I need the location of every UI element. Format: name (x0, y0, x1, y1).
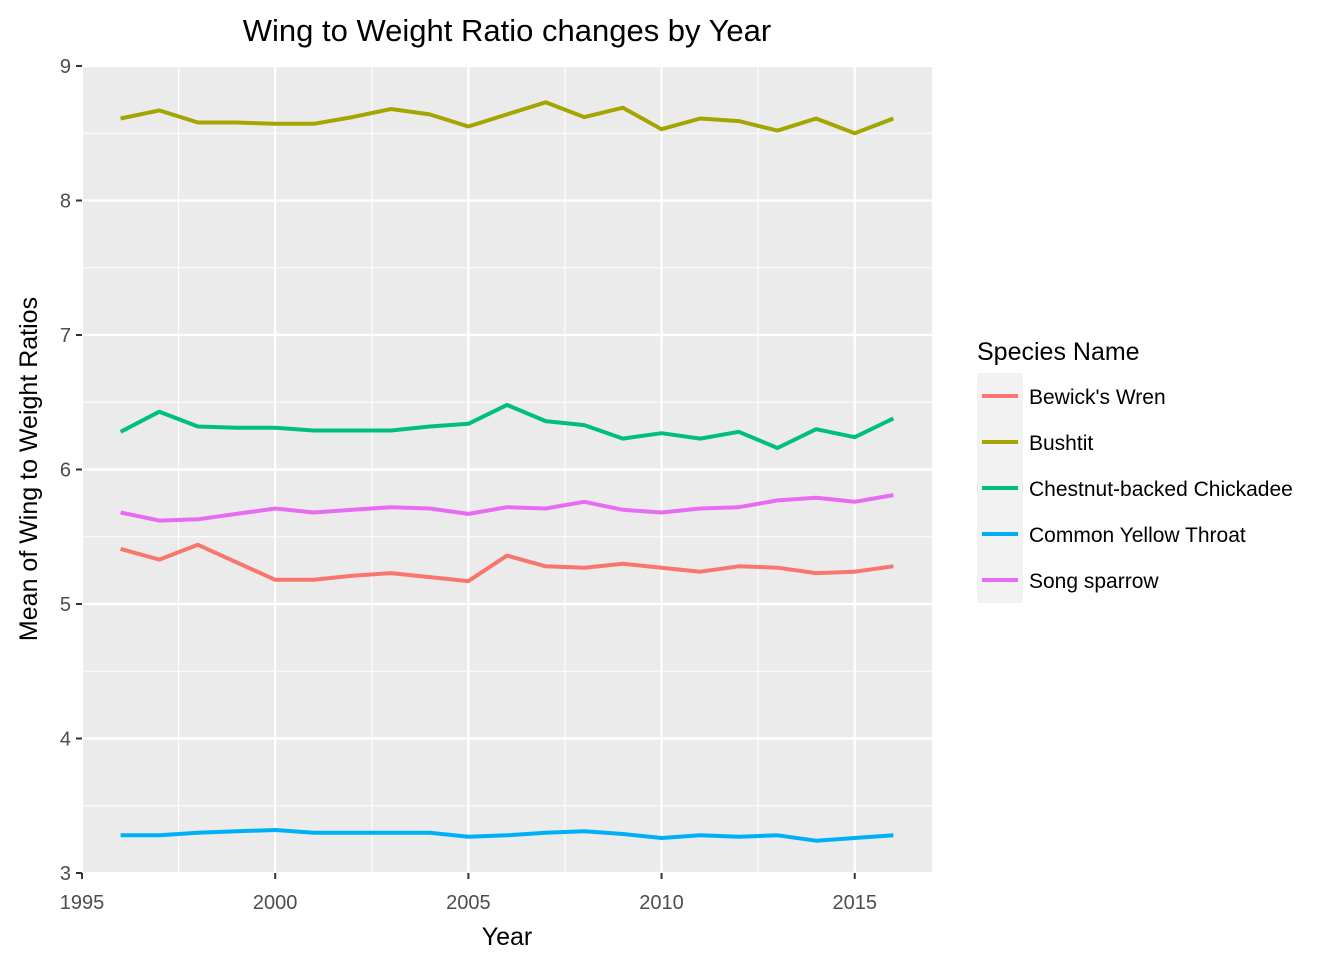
legend: Species Name Bewick's Wren Bushtit Chestnu… (977, 338, 1293, 603)
legend-label-common-yellow-throat: Common Yellow Throat (1029, 524, 1246, 547)
x-tick-labels: 1995 2000 2005 2010 2015 (60, 892, 877, 914)
series-line-song-sparrow (120, 493, 894, 523)
series-line-bushtit (120, 100, 895, 136)
legend-label-chestnut-backed-chickadee: Chestnut-backed Chickadee (1029, 478, 1293, 501)
axis-ticks (76, 65, 856, 879)
y-tick-label: 8 (60, 191, 71, 213)
x-tick-label: 2015 (832, 892, 877, 914)
series-lines (119, 100, 895, 843)
x-axis-title: Year (482, 923, 533, 951)
x-tick-label: 1995 (60, 892, 105, 914)
y-tick-label: 9 (60, 56, 71, 78)
y-tick-label: 3 (60, 863, 71, 885)
series-line-bewick-s-wren (120, 542, 894, 584)
x-tick-label: 2010 (639, 892, 684, 914)
series-line-chestnut-backed-chickadee (119, 402, 895, 450)
y-tick-label: 7 (60, 325, 71, 347)
y-tick-label: 4 (60, 729, 71, 751)
x-tick-label: 2000 (253, 892, 298, 914)
legend-items: Bewick's Wren Bushtit Chestnut-backed Chic… (977, 373, 1293, 603)
legend-title: Species Name (977, 338, 1140, 366)
x-tick-label: 2005 (446, 892, 491, 914)
legend-label-song-sparrow: Song sparrow (1029, 570, 1159, 593)
y-tick-label: 5 (60, 594, 71, 616)
y-tick-label: 6 (60, 460, 71, 482)
y-tick-labels: 3 4 5 6 7 8 9 (60, 56, 71, 885)
series-line-common-yellow-throat (120, 828, 894, 843)
legend-label-bushtit: Bushtit (1029, 432, 1093, 455)
y-axis-title: Mean of Wing to Weight Ratios (15, 297, 43, 641)
chart-title: Wing to Weight Ratio changes by Year (243, 13, 771, 48)
legend-label-bewick-s-wren: Bewick's Wren (1029, 386, 1166, 409)
